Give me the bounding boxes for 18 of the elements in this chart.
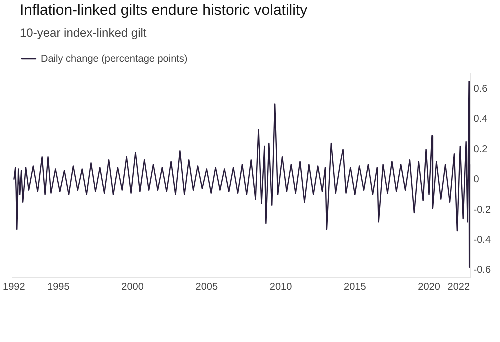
x-tick-label: 1992	[3, 282, 26, 293]
chart-title: Inflation-linked gilts endure historic volatility	[20, 2, 308, 19]
y-tick-label: -0.6	[474, 265, 492, 276]
y-tick-label: 0.2	[474, 144, 488, 156]
x-tick-label: 1995	[48, 282, 70, 293]
y-tick-label: -0.2	[474, 204, 492, 216]
chart-subtitle: 10-year index-linked gilt	[20, 26, 147, 40]
x-tick-label: 2010	[270, 282, 293, 293]
y-tick-label: 0.6	[474, 84, 488, 95]
x-tick-label: 2000	[122, 282, 144, 293]
x-tick-label: 2015	[344, 282, 367, 293]
x-tick-label: 2005	[196, 282, 218, 293]
x-tick-label: 2020	[418, 282, 441, 293]
y-tick-label: 0.4	[474, 114, 488, 126]
legend-label: Daily change (percentage points)	[41, 54, 188, 65]
y-tick-label: 0	[474, 174, 480, 186]
y-tick-label: -0.4	[474, 234, 492, 246]
x-tick-label: 2022	[448, 282, 470, 293]
